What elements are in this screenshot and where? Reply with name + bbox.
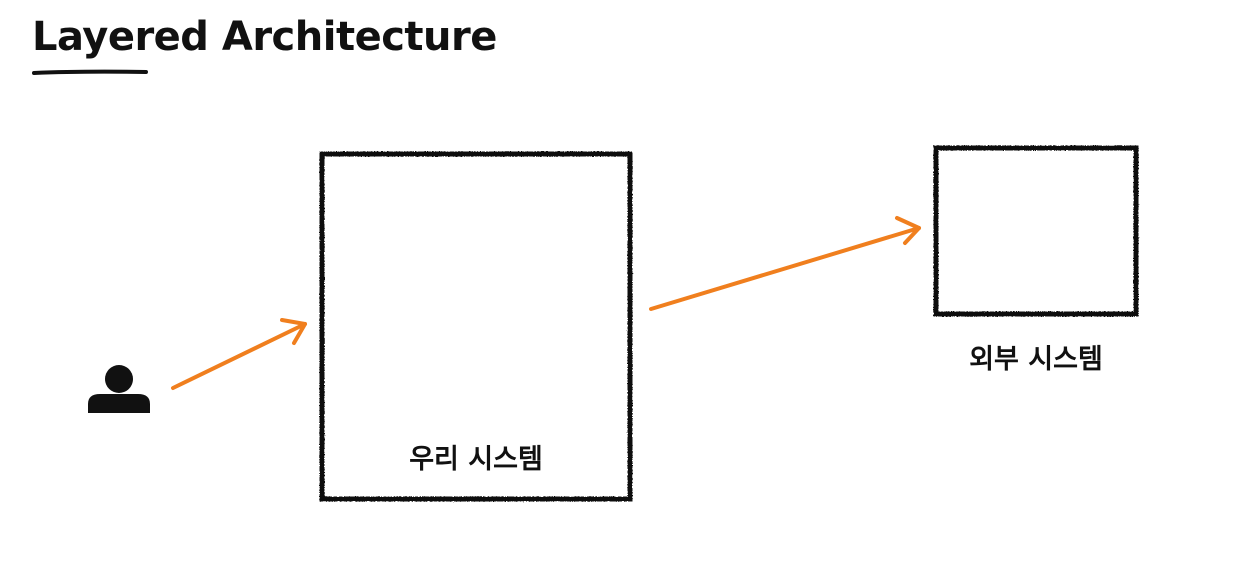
user-icon [88,365,150,413]
our-system-label: 우리 시스템 [322,437,630,476]
external-system-label: 외부 시스템 [936,337,1136,376]
title-underline [34,72,146,73]
external-system-box [936,148,1136,314]
arrow-user-to-our-system [173,320,305,388]
arrow-our-system-to-external-system [651,218,919,309]
